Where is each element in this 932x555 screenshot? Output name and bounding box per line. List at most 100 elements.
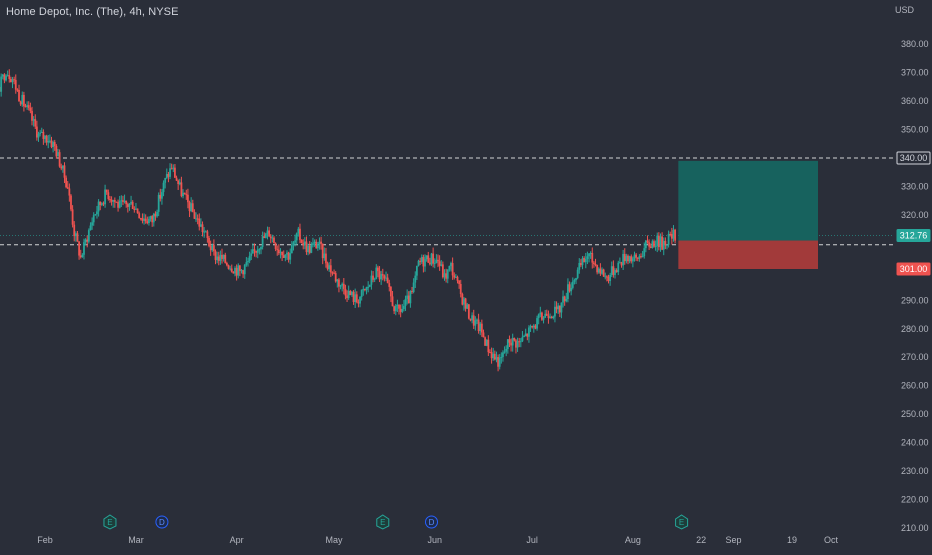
time-tick-label: Jun [427,535,442,545]
candle-body [549,317,551,318]
candle-body [392,296,394,306]
candle-body [591,253,593,263]
candle-body [98,202,100,212]
candle-body [12,79,14,82]
candle-body [526,334,528,337]
candle-body [34,119,36,126]
candle-body [343,284,345,289]
symbol-title[interactable]: Home Depot, Inc. (The), 4h, NYSE [6,6,179,18]
candle-body [668,234,670,245]
candle-body [184,193,186,194]
loss-zone[interactable] [678,241,818,269]
earnings-icon[interactable]: E [676,515,688,529]
candle-body [664,241,666,245]
candle-body [461,294,463,305]
event-letter: E [380,518,385,527]
candle-body [426,255,428,259]
candle-body [643,248,645,256]
candle-body [463,298,465,304]
candle-body [294,240,296,242]
price-label-red[interactable]: 301.00 [897,263,930,275]
candle-body [349,291,351,295]
candle-body [642,256,644,257]
candle-body [455,277,457,278]
price-label-outline[interactable]: 340.00 [897,152,930,164]
candle-body [161,192,163,199]
candle-body [117,202,119,208]
candle-body [278,250,280,253]
price-label-text: 312.76 [900,231,928,241]
price-label-green[interactable]: 312.76 [897,230,930,242]
candle-body [554,307,556,317]
candle-body [177,181,179,184]
candle-body [197,218,199,219]
candle-body [281,252,283,255]
candle-body [218,257,220,261]
candle-body [500,357,502,358]
candle-body [194,212,196,219]
candle-body [8,75,10,79]
candle-body [200,224,202,226]
candle-body [169,168,171,177]
candle-body [15,80,17,90]
dividend-icon[interactable]: D [156,516,168,528]
candle-body [216,257,218,261]
candle-body [104,190,106,205]
candle-body [450,263,452,266]
candle-body [655,246,657,247]
candle-body [205,231,207,232]
candle-body [213,245,215,251]
candle-body [38,134,40,138]
candle-body [129,204,131,207]
candle-body [226,263,228,265]
candle-body [580,263,582,265]
candle-body [419,261,421,262]
price-label-text: 301.00 [900,264,928,274]
candle-body [307,246,309,252]
candle-body [21,95,23,104]
candle-body [202,224,204,232]
candle-body [120,200,122,201]
candle-body [320,242,322,244]
earnings-icon[interactable]: E [377,515,389,529]
candle-body [150,216,152,219]
event-letter: D [159,518,165,527]
candle-body [473,315,475,325]
candle-body [271,238,273,239]
candle-body [219,255,221,261]
candles [0,11,676,372]
candle-body [314,242,316,244]
price-tick-label: 290.00 [901,295,929,305]
candle-body [250,253,252,255]
candle-body [20,101,22,104]
candle-body [599,269,601,274]
candle-body [427,255,429,262]
candle-body [86,240,88,242]
candle-body [541,313,543,320]
candle-body [522,337,524,341]
candle-body [624,254,626,261]
candle-body [374,279,376,280]
candle-body [327,263,329,269]
dividend-icon[interactable]: D [426,516,438,528]
candle-body [211,245,213,250]
earnings-icon[interactable]: E [104,515,116,529]
candle-body [125,201,127,204]
candle-body [109,199,111,200]
candle-body [546,314,548,316]
candle-body [291,245,293,253]
candle-body [340,286,342,287]
candle-body [36,127,38,138]
candle-body [70,196,72,210]
profit-zone[interactable] [678,161,818,241]
candle-body [206,231,208,238]
candle-body [380,274,382,279]
candle-body [153,214,155,222]
candle-body [114,200,116,202]
candle-body [489,352,491,353]
candle-body [336,279,338,281]
candle-body [309,246,311,253]
candle-body [632,258,634,261]
